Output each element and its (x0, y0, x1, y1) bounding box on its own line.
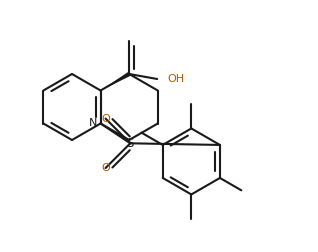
Text: O: O (101, 163, 110, 173)
Text: O: O (101, 114, 110, 123)
Text: N: N (88, 118, 97, 129)
Text: S: S (127, 137, 134, 150)
Text: OH: OH (167, 74, 184, 84)
Polygon shape (100, 72, 130, 90)
